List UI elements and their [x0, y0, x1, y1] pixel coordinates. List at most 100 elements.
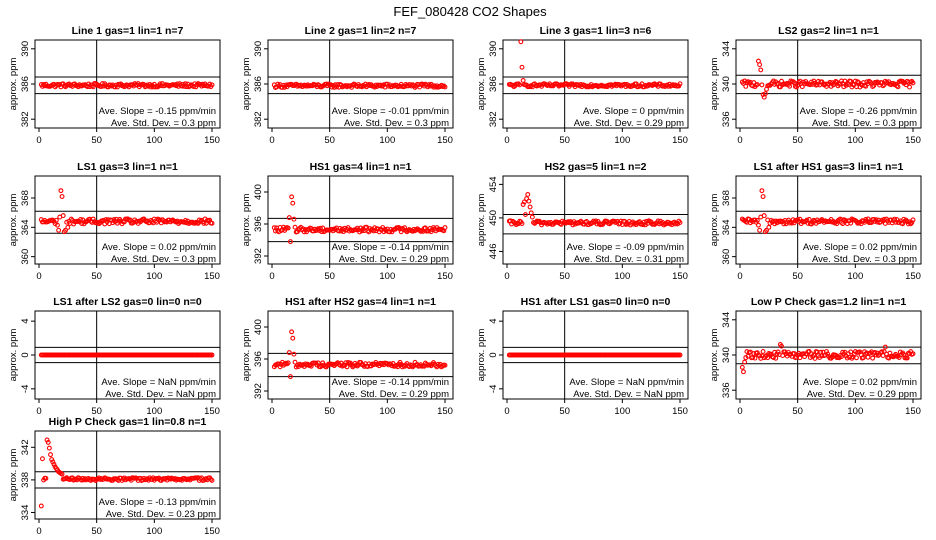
data-point	[58, 188, 64, 194]
data-point	[812, 355, 818, 361]
data-point	[528, 210, 534, 216]
data-point	[125, 216, 131, 222]
y-tick-label: 400	[253, 319, 264, 335]
data-point	[286, 215, 292, 221]
data-point	[86, 81, 92, 87]
data-point	[284, 361, 290, 367]
stats-text: Ave. Std. Dev. = 0.3 ppm	[812, 254, 917, 265]
data-point	[760, 194, 766, 199]
plot-frame	[735, 175, 922, 265]
stats-text: Ave. Std. Dev. = 0.31 ppm	[574, 254, 684, 265]
data-point	[442, 84, 448, 90]
data-point	[773, 355, 779, 361]
x-tick-label: 0	[36, 271, 41, 282]
data-point	[201, 221, 207, 226]
x-tick-label: 150	[672, 135, 688, 146]
data-point	[285, 225, 291, 231]
data-point	[209, 220, 215, 226]
stats-text: Ave. Slope = -0.01 ppm/min	[332, 106, 449, 117]
data-point	[764, 227, 769, 233]
data-point	[907, 84, 912, 90]
panel-title: Line 2 gas=1 lin=2 n=7	[305, 25, 417, 37]
data-point	[873, 217, 879, 223]
data-point	[523, 212, 528, 218]
data-point	[291, 351, 297, 357]
data-point	[274, 84, 280, 90]
x-tick-label: 0	[36, 406, 41, 417]
y-tick-label: 400	[253, 184, 264, 200]
x-tick-label: 100	[146, 135, 162, 146]
x-tick-label: 150	[905, 406, 921, 417]
panel-title: Line 1 gas=1 lin=1 n=7	[72, 25, 184, 37]
y-tick-label: 0	[20, 352, 31, 357]
x-tick-label: 50	[91, 406, 102, 417]
data-point	[758, 67, 764, 73]
data-point	[882, 344, 888, 350]
panel-title: Line 3 gas=1 lin=3 n=6	[540, 25, 652, 37]
data-point	[60, 213, 66, 219]
y-tick-label: 454	[488, 176, 499, 192]
data-point	[904, 355, 910, 361]
x-tick-label: 0	[269, 406, 274, 417]
data-point	[59, 471, 65, 477]
y-axis-label: approx. ppm	[8, 194, 19, 247]
plot-frame	[34, 175, 221, 265]
stats-text: Ave. Slope = NaN ppm/min	[101, 377, 216, 388]
y-tick-label: 386	[20, 76, 31, 92]
y-tick-label: 392	[253, 248, 264, 264]
x-tick-label: 100	[379, 271, 395, 282]
data-point	[40, 456, 45, 462]
y-axis-label: approx. ppm	[241, 58, 252, 111]
data-point	[90, 216, 96, 222]
stats-text: Ave. Std. Dev. = 0.3 ppm	[111, 118, 216, 129]
data-point	[895, 84, 901, 90]
stats-text: Ave. Std. Dev. = 0.3 ppm	[344, 118, 449, 129]
x-tick-label: 100	[379, 135, 395, 146]
data-point	[827, 79, 833, 85]
data-point	[517, 82, 523, 88]
data-point	[65, 224, 71, 230]
data-point	[765, 355, 771, 361]
y-tick-label: 336	[721, 382, 732, 398]
x-tick-label: 0	[269, 271, 274, 282]
x-tick-label: 100	[847, 135, 863, 146]
x-tick-label: 150	[437, 406, 453, 417]
stats-text: Ave. Std. Dev. = NaN ppm	[105, 389, 216, 400]
panel-title: Low P Check gas=1.2 lin=1 n=1	[751, 296, 906, 308]
data-point	[209, 82, 215, 88]
panel-title: LS1 after LS2 gas=0 lin=0 n=0	[53, 296, 202, 308]
data-point	[442, 362, 448, 368]
data-point	[870, 355, 876, 361]
y-tick-label: 390	[20, 41, 31, 57]
data-point	[305, 361, 311, 367]
data-point	[59, 194, 65, 199]
data-point	[880, 83, 886, 89]
data-point	[209, 352, 215, 358]
data-point	[762, 91, 768, 97]
data-point	[399, 226, 405, 231]
data-point	[520, 78, 526, 83]
y-tick-label: 446	[488, 243, 499, 259]
data-point	[292, 224, 298, 230]
y-tick-label: 396	[253, 216, 264, 232]
data-point	[772, 221, 778, 227]
y-tick-label: -4	[488, 385, 499, 393]
data-point	[566, 220, 572, 226]
data-point	[807, 82, 813, 88]
data-point	[45, 439, 51, 445]
y-tick-label: 382	[20, 111, 31, 127]
data-point	[759, 188, 765, 194]
plot-frame	[502, 175, 689, 265]
data-point	[387, 229, 393, 235]
stats-text: Ave. Slope = NaN ppm/min	[569, 377, 684, 388]
data-point	[848, 78, 854, 84]
data-point	[289, 329, 295, 335]
data-point	[739, 364, 745, 370]
y-axis-label: approx. ppm	[8, 58, 19, 111]
chart-panel: LS1 after HS1 gas=3 lin=1 n=1 360 364 368ap…	[709, 161, 922, 282]
stats-text: Ave. Slope = -0.14 ppm/min	[332, 242, 449, 253]
data-point	[757, 227, 763, 233]
